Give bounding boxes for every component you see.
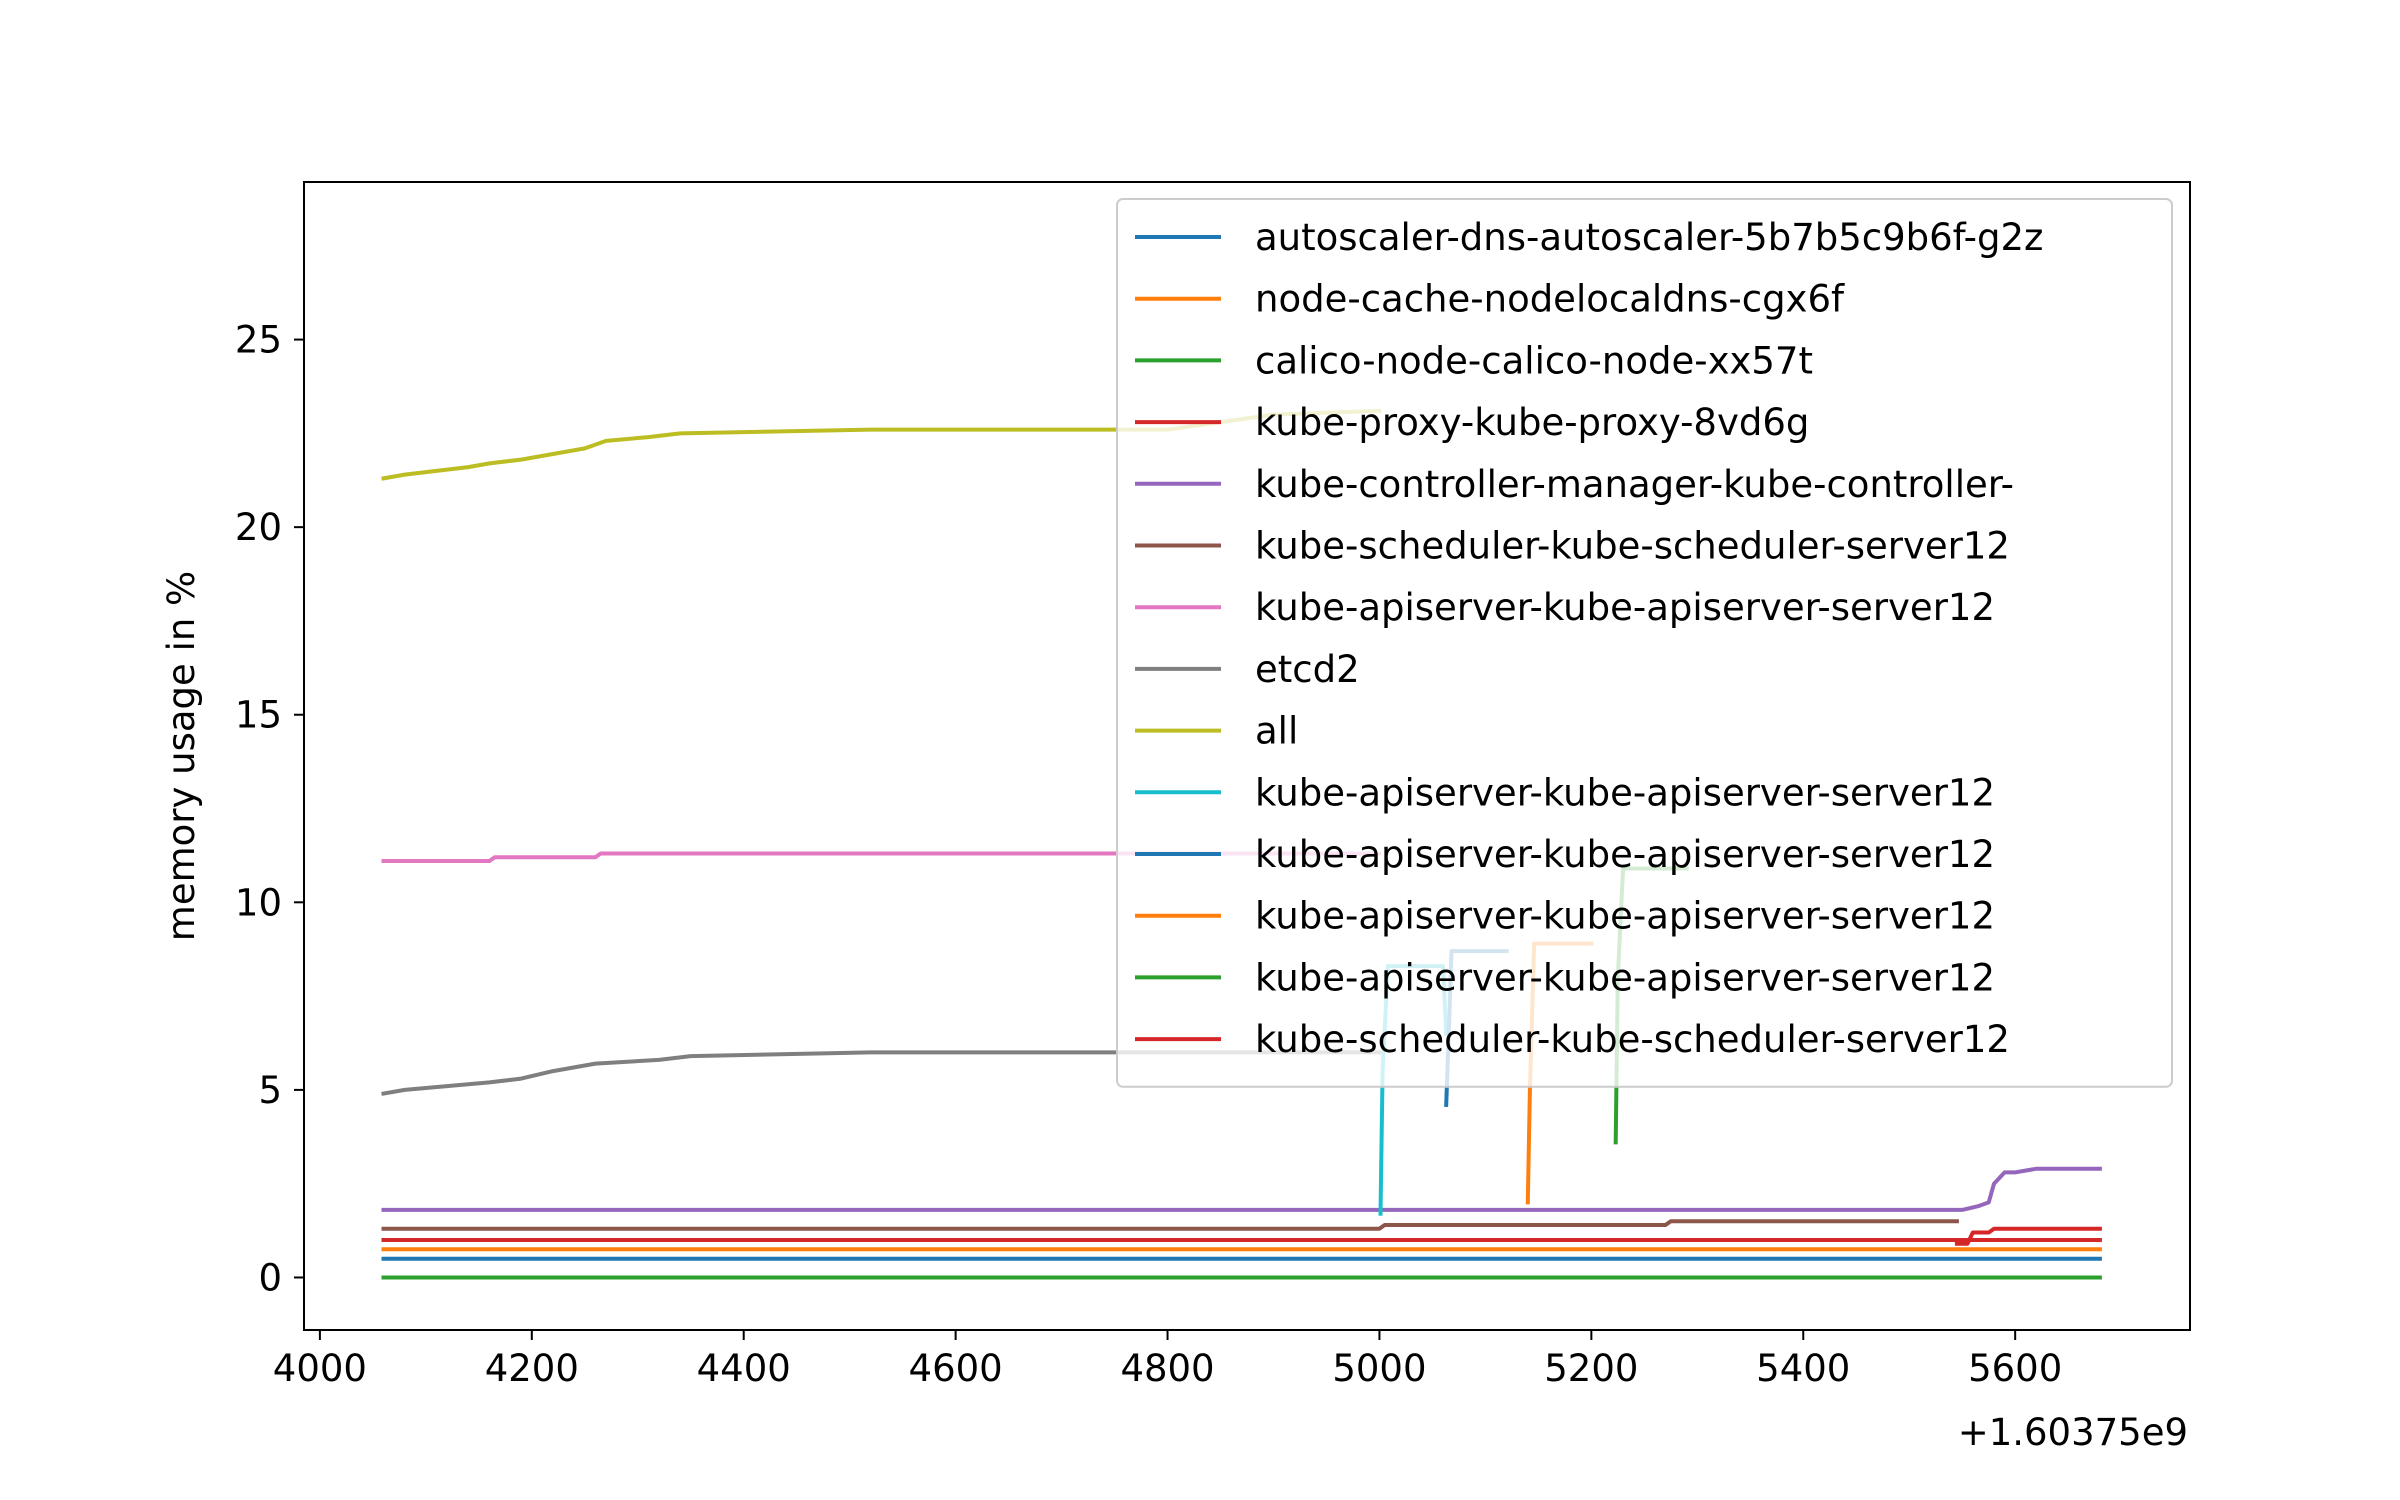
legend-entry-label: kube-scheduler-kube-scheduler-server12	[1255, 1018, 2010, 1061]
legend: autoscaler-dns-autoscaler-5b7b5c9b6f-g2z…	[1116, 198, 2173, 1088]
x-tick-label: 5400	[1756, 1347, 1850, 1390]
legend-entry-label: kube-apiserver-kube-apiserver-server12	[1255, 771, 1995, 814]
legend-entry-label: autoscaler-dns-autoscaler-5b7b5c9b6f-g2z	[1255, 216, 2043, 259]
legend-entry-label: kube-scheduler-kube-scheduler-server12	[1255, 525, 2010, 568]
x-tick-label: 4400	[697, 1347, 791, 1390]
series-line-9	[381, 408, 1382, 481]
y-tick-label: 10	[235, 881, 282, 924]
y-tick-label: 0	[258, 1256, 282, 1299]
legend-entry-label: kube-proxy-kube-proxy-8vd6g	[1255, 401, 1809, 444]
y-tick-label: 5	[258, 1069, 282, 1112]
series-line-7	[381, 851, 1382, 863]
legend-entry-label: etcd2	[1255, 648, 1360, 691]
y-tick-label: 20	[235, 506, 282, 549]
legend-entry-label: kube-apiserver-kube-apiserver-server12	[1255, 833, 1995, 876]
y-tick-label: 25	[235, 319, 282, 362]
y-axis: 0 5 10 15 20 25	[235, 319, 304, 1299]
legend-entry-label: calico-node-calico-node-xx57t	[1255, 339, 1813, 382]
legend-entry-label: node-cache-nodelocaldns-cgx6f	[1255, 278, 1845, 321]
x-tick-label: 5200	[1544, 1347, 1638, 1390]
legend-entry-label: all	[1255, 710, 1298, 753]
legend-entry-label: kube-apiserver-kube-apiserver-server12	[1255, 956, 1995, 999]
series-line-8	[381, 1050, 1382, 1096]
x-offset-label: +1.60375e9	[1958, 1411, 2188, 1454]
legend-box	[1116, 198, 2173, 1088]
legend-entry-label: kube-apiserver-kube-apiserver-server12	[1255, 895, 1995, 938]
x-tick-label: 4000	[273, 1347, 367, 1390]
series-line-14	[1954, 1226, 2102, 1246]
series-line-6	[381, 1219, 1959, 1231]
y-tick-label: 15	[235, 694, 282, 737]
legend-entry-label: kube-controller-manager-kube-controller-	[1255, 463, 2014, 506]
x-axis: 4000 4200 4400 4600 4800 5000 5200 5400 5600	[273, 1330, 2062, 1390]
x-tick-label: 5600	[1968, 1347, 2062, 1390]
x-tick-label: 4800	[1120, 1347, 1214, 1390]
x-tick-label: 4600	[909, 1347, 1003, 1390]
plot-frame	[303, 181, 2191, 1331]
legend-entry-label: kube-apiserver-kube-apiserver-server12	[1255, 586, 1995, 629]
series-line-5	[381, 1166, 2102, 1212]
y-axis-label: memory usage in %	[160, 571, 203, 941]
x-tick-label: 4200	[485, 1347, 579, 1390]
x-tick-label: 5000	[1332, 1347, 1426, 1390]
